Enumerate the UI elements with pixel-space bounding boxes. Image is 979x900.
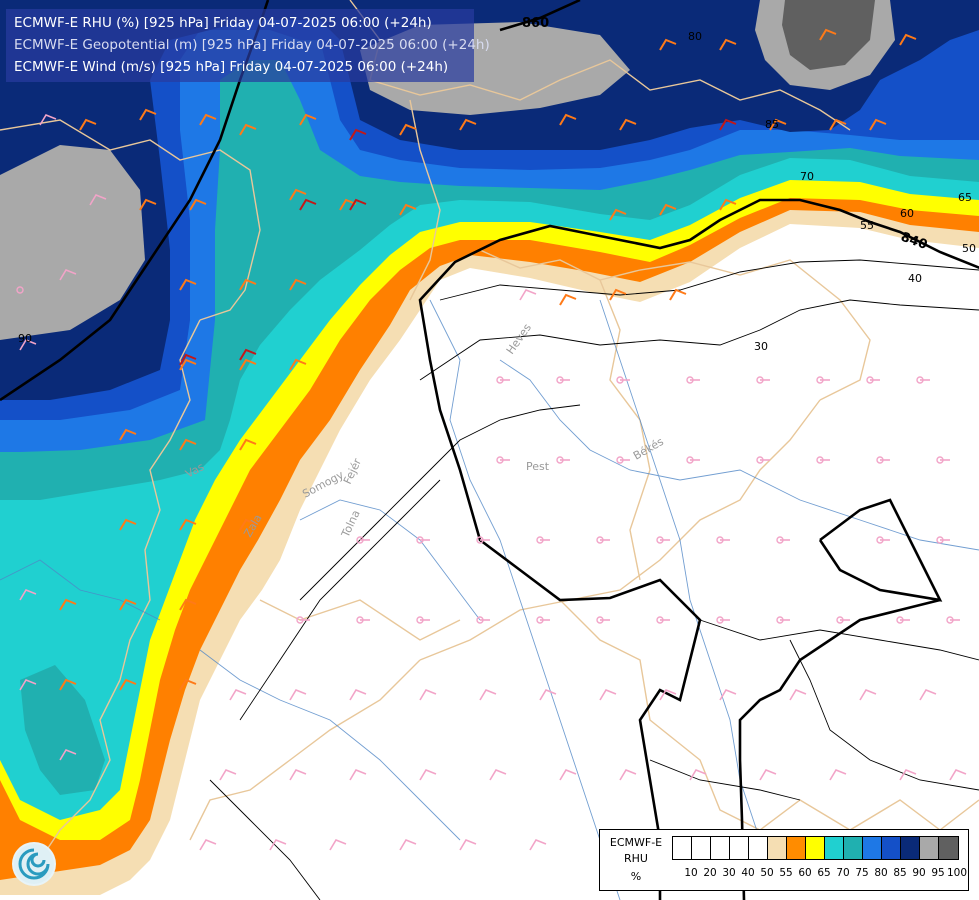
geopotential-label-860: 860	[522, 16, 549, 31]
legend-swatch	[901, 837, 920, 859]
rh-band-85	[0, 0, 979, 400]
legend-swatch	[673, 837, 692, 859]
legend-tick: 30	[722, 867, 736, 879]
wind-barbs-red	[179, 118, 737, 366]
legend-tick: 50	[760, 867, 774, 879]
legend-ticks: 10 20 30 40 50 55 60 65 70 75 80 85 90 95 100	[672, 867, 967, 881]
rh-label-40: 40	[908, 272, 922, 285]
rh-label-80: 80	[688, 30, 702, 43]
legend-tick: 85	[893, 867, 907, 879]
legend-tick: 10	[684, 867, 698, 879]
legend-swatch	[692, 837, 711, 859]
wind-barbs-pink	[19, 114, 967, 851]
legend-swatch	[882, 837, 901, 859]
wind-barbs-orange	[59, 28, 917, 691]
legend-variable: RHU	[624, 852, 648, 865]
rh-label-60: 60	[900, 207, 914, 220]
brand-logo-icon	[12, 842, 56, 886]
legend-tick: 100	[946, 867, 968, 879]
title-wind: ECMWF-E Wind (m/s) [925 hPa] Friday 04-0…	[14, 59, 449, 75]
legend-swatch	[920, 837, 939, 859]
legend-swatch	[863, 837, 882, 859]
rh-label-90: 90	[18, 332, 32, 345]
rh-label-50: 50	[962, 242, 976, 255]
legend-swatches	[672, 836, 959, 860]
legend-tick: 70	[836, 867, 850, 879]
legend-swatch	[749, 837, 768, 859]
legend-swatch	[768, 837, 787, 859]
rh-contours	[209, 259, 979, 900]
rh-band-70-south	[20, 665, 105, 795]
contour-labels: 50 55 60 65 70 80 85 40 30 90	[18, 30, 976, 353]
legend-tick: 40	[741, 867, 755, 879]
rh-label-85: 85	[765, 118, 779, 131]
legend-swatch	[939, 837, 958, 859]
legend-swatch	[806, 837, 825, 859]
legend-swatch	[787, 837, 806, 859]
calm-wind-circles	[16, 286, 954, 624]
legend-unit: %	[630, 870, 642, 883]
legend-tick: 95	[931, 867, 945, 879]
legend-swatch	[844, 837, 863, 859]
rivers	[0, 299, 979, 900]
legend-tick: 90	[912, 867, 926, 879]
legend-swatch	[825, 837, 844, 859]
rh-label-70: 70	[800, 170, 814, 183]
rh-label-65: 65	[958, 191, 972, 204]
legend-tick: 20	[703, 867, 717, 879]
legend-tick: 80	[874, 867, 888, 879]
legend-tick: 65	[817, 867, 831, 879]
legend-swatch	[730, 837, 749, 859]
map-title-box: ECMWF-E RHU (%) [925 hPa] Friday 04-07-2…	[6, 9, 490, 82]
legend-tick: 60	[798, 867, 812, 879]
color-legend: ECMWF-E RHU % 10 20 30 40 50 55 60 65 70 75 80 85 90…	[599, 829, 969, 891]
title-geopotential: ECMWF-E Geopotential (m) [925 hPa] Frida…	[14, 37, 490, 53]
rh-label-55: 55	[860, 219, 874, 232]
legend-tick: 55	[779, 867, 793, 879]
legend-model: ECMWF-E	[609, 836, 663, 849]
rh-band-90	[0, 145, 145, 340]
legend-tick: 75	[855, 867, 869, 879]
region-label-pest: Pest	[526, 460, 550, 473]
rh-label-30: 30	[754, 340, 768, 353]
legend-swatch	[711, 837, 730, 859]
title-rhu: ECMWF-E RHU (%) [925 hPa] Friday 04-07-2…	[14, 15, 432, 31]
rh-band-95	[782, 0, 875, 70]
